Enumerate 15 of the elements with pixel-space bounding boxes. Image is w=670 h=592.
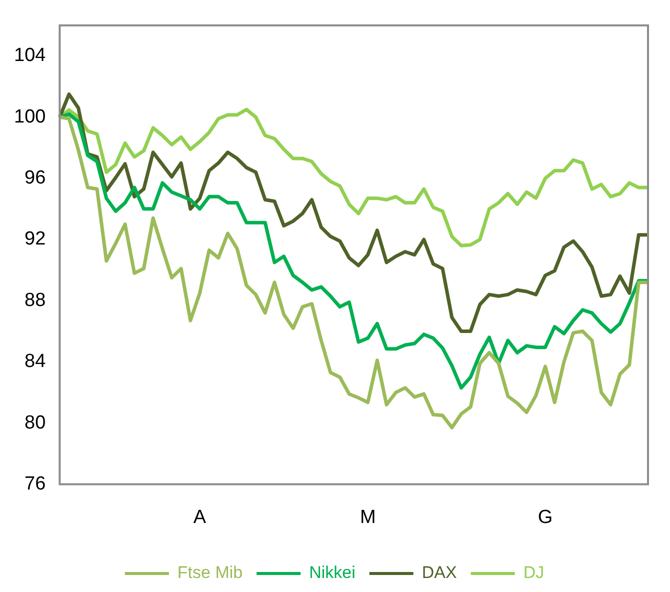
- legend-label: Nikkei: [309, 563, 356, 582]
- x-tick-label: G: [538, 506, 553, 528]
- y-tick-label: 88: [24, 290, 46, 311]
- x-tick-label: A: [193, 506, 206, 528]
- legend-label: Ftse Mib: [177, 563, 243, 582]
- legend-label: DJ: [523, 563, 544, 582]
- y-tick-label: 76: [24, 473, 46, 494]
- legend-label: DAX: [422, 563, 457, 582]
- y-tick-label: 80: [24, 412, 46, 434]
- x-tick-label: M: [360, 506, 376, 528]
- y-tick-label: 104: [14, 45, 46, 66]
- y-tick-label: 92: [24, 228, 46, 250]
- y-tick-label: 84: [24, 351, 46, 372]
- y-tick-label: 100: [14, 106, 46, 128]
- y-tick-label: 96: [24, 168, 46, 189]
